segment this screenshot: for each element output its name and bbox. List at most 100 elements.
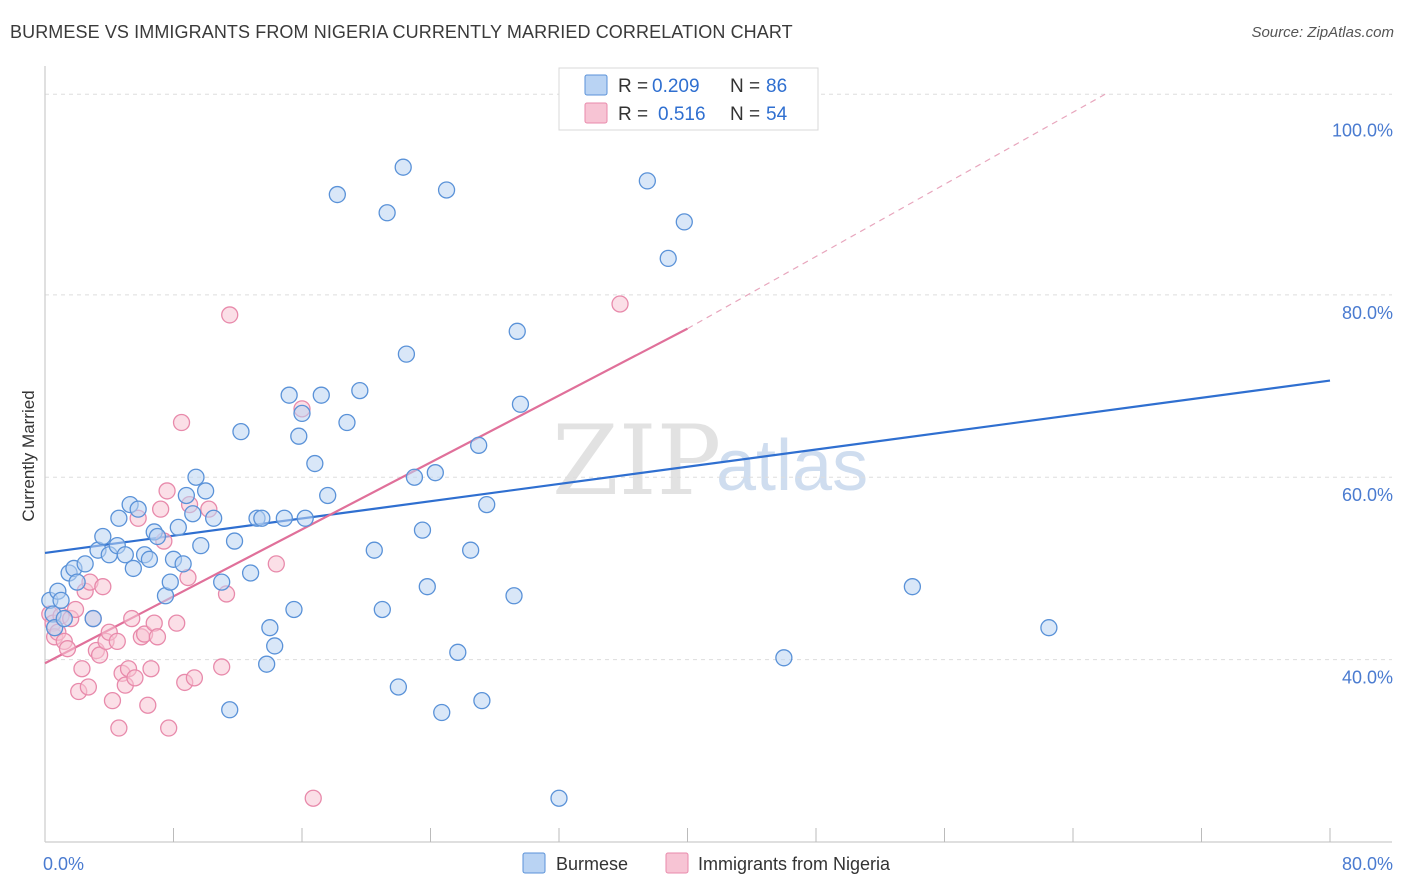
point-burmese xyxy=(437,181,456,199)
point-burmese xyxy=(196,482,215,500)
point-burmese xyxy=(161,573,179,591)
point-burmese xyxy=(68,573,86,591)
point-burmese xyxy=(225,532,244,550)
point-burmese xyxy=(169,518,187,537)
point-burmese xyxy=(426,464,444,482)
point-burmese xyxy=(462,541,480,559)
legend-swatch-nigeria xyxy=(584,102,608,124)
point-burmese xyxy=(205,509,223,527)
point-burmese xyxy=(470,436,488,454)
point-nigeria xyxy=(108,632,126,651)
point-burmese xyxy=(285,600,303,619)
point-nigeria xyxy=(151,500,170,518)
point-burmese xyxy=(775,649,793,667)
point-burmese xyxy=(397,345,416,363)
point-burmese xyxy=(124,559,142,578)
point-burmese xyxy=(373,600,391,619)
point-burmese xyxy=(675,213,693,231)
point-nigeria xyxy=(66,600,85,619)
point-burmese xyxy=(241,564,260,582)
legend-swatch-burmese xyxy=(584,74,608,96)
point-nigeria xyxy=(79,678,98,696)
y-axis-title: Currently Married xyxy=(19,390,38,521)
point-burmese xyxy=(508,322,526,340)
point-burmese xyxy=(378,204,396,222)
point-nigeria xyxy=(110,719,128,737)
point-burmese xyxy=(405,468,424,486)
point-nigeria xyxy=(221,306,239,324)
y-tick-label: 100.0% xyxy=(1332,120,1393,140)
point-burmese xyxy=(148,527,167,546)
point-burmese xyxy=(418,578,436,596)
point-burmese xyxy=(413,521,432,539)
legend-r-label-burmese: R = xyxy=(618,76,648,97)
point-nigeria xyxy=(58,640,77,658)
point-burmese xyxy=(280,386,298,404)
legend-n-label-nigeria: N = xyxy=(730,104,760,125)
point-burmese xyxy=(94,527,112,546)
point-nigeria xyxy=(611,295,629,313)
legend-bottom: Burmese Immigrants from Nigeria xyxy=(522,852,891,874)
watermark-zip: ZIP xyxy=(552,405,721,517)
point-nigeria xyxy=(267,555,285,573)
bottom-legend-label-burmese: Burmese xyxy=(556,854,628,874)
point-nigeria xyxy=(160,719,178,737)
chart-source: Source: ZipAtlas.com xyxy=(1251,24,1394,41)
point-nigeria xyxy=(94,578,112,596)
y-tick-label: 60.0% xyxy=(1342,485,1393,505)
point-burmese xyxy=(213,573,231,591)
point-nigeria xyxy=(185,669,204,687)
point-burmese xyxy=(258,655,276,673)
bottom-legend-label-nigeria: Immigrants from Nigeria xyxy=(698,854,891,874)
point-burmese xyxy=(505,587,523,605)
legend-n-value-burmese: 86 xyxy=(766,76,787,97)
point-burmese xyxy=(174,555,192,573)
point-burmese xyxy=(312,386,330,404)
legend-top: R = 0.209 N = 86 R = 0.516 N = 54 xyxy=(558,67,819,131)
point-burmese xyxy=(351,381,369,400)
point-burmese xyxy=(328,185,346,204)
trend-line-nigeria xyxy=(44,327,689,665)
trend-lines xyxy=(44,93,1331,665)
point-burmese xyxy=(84,609,102,628)
point-burmese xyxy=(275,509,293,527)
point-burmese xyxy=(129,500,147,518)
watermark-atlas: atlas xyxy=(716,426,868,506)
point-burmese xyxy=(511,395,530,413)
x-tick-label: 80.0% xyxy=(1342,854,1393,874)
point-burmese xyxy=(296,509,314,527)
point-nigeria xyxy=(213,658,231,676)
point-burmese xyxy=(261,619,279,637)
point-burmese xyxy=(903,578,922,596)
legend-n-value-nigeria: 54 xyxy=(766,104,788,125)
point-burmese xyxy=(187,468,205,486)
point-burmese xyxy=(449,643,467,661)
point-burmese xyxy=(306,454,324,473)
point-burmese xyxy=(253,509,271,527)
legend-n-label-burmese: N = xyxy=(730,76,760,97)
point-burmese xyxy=(110,509,128,527)
legend-r-label-nigeria: R = xyxy=(618,104,648,125)
point-burmese xyxy=(394,158,412,176)
point-nigeria xyxy=(172,413,191,432)
point-nigeria xyxy=(168,614,186,632)
y-tick-label: 40.0% xyxy=(1342,668,1393,688)
point-burmese xyxy=(116,546,134,564)
point-burmese xyxy=(319,486,337,505)
point-burmese xyxy=(266,637,284,655)
point-burmese xyxy=(1040,619,1058,637)
point-burmese xyxy=(659,249,677,268)
point-nigeria xyxy=(126,669,144,687)
data-points xyxy=(41,158,1058,807)
point-burmese xyxy=(389,678,408,696)
point-burmese xyxy=(478,495,496,514)
point-burmese xyxy=(473,692,491,710)
legend-r-value-nigeria: 0.516 xyxy=(658,104,706,125)
watermark: ZIP atlas xyxy=(552,405,868,517)
point-nigeria xyxy=(139,696,157,714)
point-burmese xyxy=(433,703,451,722)
point-burmese xyxy=(140,550,159,568)
bottom-legend-swatch-nigeria xyxy=(665,852,689,874)
axes xyxy=(44,66,1392,843)
